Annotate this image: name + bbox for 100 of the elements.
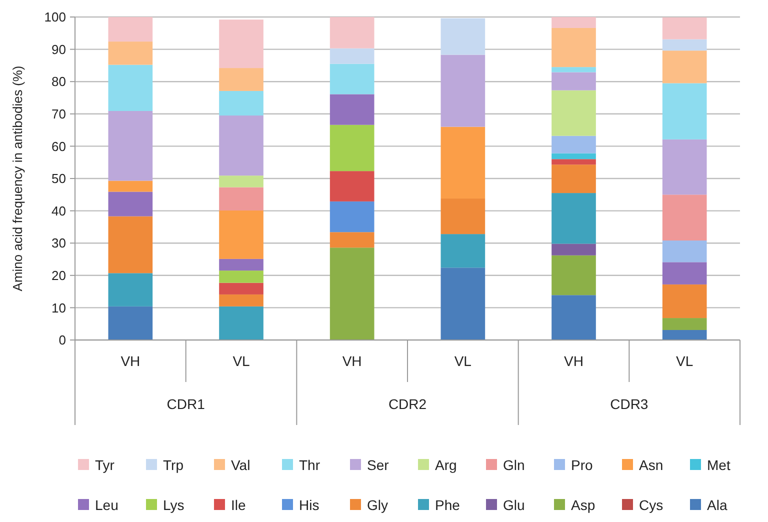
bar — [108, 306, 153, 340]
y-tick-label: 30 — [52, 236, 66, 251]
legend-label: Glu — [503, 496, 525, 513]
bar — [662, 240, 707, 262]
bar — [662, 83, 707, 140]
bar — [552, 136, 596, 154]
y-tick-label: 100 — [44, 10, 66, 25]
y-tick-label: 20 — [52, 268, 66, 283]
bar — [108, 110, 153, 181]
y-tick-label: 10 — [52, 300, 66, 316]
x-tick-label: VL — [454, 353, 472, 369]
legend-label: Val — [231, 456, 250, 473]
bar — [330, 201, 374, 232]
bar — [662, 284, 707, 318]
bar — [662, 139, 707, 195]
bar — [219, 294, 264, 306]
bar — [108, 273, 153, 306]
x-tick-label: VH — [564, 353, 584, 369]
bar — [219, 176, 264, 188]
bar — [440, 234, 486, 268]
legend-label: Leu — [95, 496, 118, 513]
legend-label: Gly — [367, 496, 388, 513]
bar — [552, 193, 596, 244]
legend-label: Thr — [299, 456, 320, 473]
bar — [108, 216, 153, 274]
bar — [330, 94, 374, 125]
bar — [552, 164, 596, 194]
bar — [108, 64, 153, 111]
y-tick-label: 90 — [52, 42, 66, 57]
legend-label: Ile — [231, 496, 246, 513]
legend-label: Phe — [435, 496, 460, 513]
x-tick-label: VH — [120, 353, 140, 369]
bar — [219, 68, 264, 91]
bar — [552, 28, 596, 68]
bar — [108, 17, 153, 42]
legend-label: Pro — [571, 456, 593, 473]
bar — [552, 72, 596, 90]
bar — [440, 198, 486, 234]
y-tick-label: 0 — [58, 332, 66, 348]
bar — [219, 116, 264, 176]
bar — [662, 330, 707, 340]
bar — [552, 255, 596, 296]
bar — [219, 210, 264, 259]
x-tick-label: VH — [342, 353, 362, 369]
bar — [662, 17, 707, 40]
bar — [219, 20, 264, 68]
y-tick-label: 70 — [52, 106, 66, 122]
bar — [219, 90, 264, 116]
legend-label: Asn — [639, 456, 664, 473]
legend-label: Trp — [163, 456, 184, 473]
bar — [330, 64, 374, 94]
legend-label: Ser — [367, 456, 390, 473]
bar — [662, 194, 707, 241]
bar — [662, 262, 707, 284]
bar — [330, 232, 374, 248]
bar — [662, 50, 707, 84]
bar — [219, 306, 264, 340]
x-tick-label: VL — [676, 353, 694, 369]
text: CDR2 — [388, 396, 427, 412]
bar — [440, 18, 486, 55]
bar — [219, 187, 264, 210]
bar — [330, 248, 374, 340]
text: CDR3 — [610, 396, 648, 412]
bar — [552, 159, 596, 165]
legend-label: Ala — [707, 496, 728, 513]
legend-label: Arg — [435, 456, 457, 473]
bar — [219, 282, 264, 294]
bar — [108, 180, 153, 192]
legend-label: Met — [707, 456, 730, 473]
legend-label: Gln — [503, 456, 525, 473]
y-tick-label: 40 — [52, 203, 66, 218]
bar — [552, 244, 596, 256]
bar — [330, 124, 374, 172]
bar — [662, 39, 707, 51]
bar — [552, 90, 596, 136]
bar — [552, 17, 596, 28]
x-tick-label: VL — [232, 353, 250, 369]
bar — [330, 17, 374, 48]
bar — [108, 42, 153, 65]
y-axis-title: Amino acid frequency in antibodies (%) — [10, 66, 25, 292]
y-tick-label: 80 — [52, 74, 66, 90]
bar — [552, 295, 596, 340]
bar — [662, 318, 707, 330]
bar — [330, 48, 374, 64]
text: CDR1 — [166, 396, 206, 412]
legend-label: Lys — [163, 496, 184, 513]
bar — [108, 192, 153, 216]
bar — [440, 268, 486, 340]
y-tick-label: 60 — [52, 138, 66, 154]
bar — [552, 67, 596, 72]
bar — [219, 258, 264, 271]
legend-label: Asp — [571, 496, 596, 513]
legend-label: His — [299, 496, 320, 513]
legend-label: Tyr — [95, 456, 115, 473]
bar — [219, 270, 264, 283]
bar — [440, 54, 486, 127]
bar — [330, 171, 374, 202]
y-tick-label: 50 — [52, 171, 66, 186]
bar — [440, 126, 486, 199]
legend-label: Cys — [639, 496, 664, 513]
